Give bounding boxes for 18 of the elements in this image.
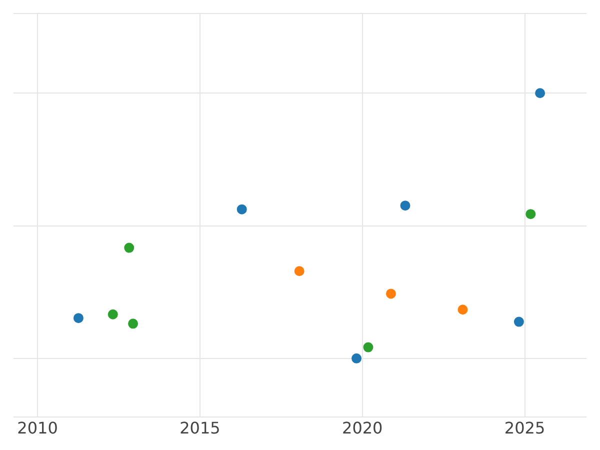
point (526, 209, 536, 220)
point (400, 200, 410, 211)
point (124, 242, 134, 253)
point (352, 353, 362, 364)
x-tick-label: 2010 (17, 418, 58, 438)
x-tick-label: 2015 (180, 418, 220, 438)
point (363, 342, 374, 352)
x-tick-label: 2025 (504, 418, 546, 438)
point (514, 316, 524, 327)
point (236, 204, 247, 214)
point (458, 304, 468, 315)
point (535, 88, 546, 98)
point (108, 309, 118, 320)
point (73, 313, 84, 324)
point (386, 288, 396, 299)
point (294, 266, 304, 276)
point (128, 318, 138, 329)
x-tick-label: 2020 (342, 418, 383, 438)
